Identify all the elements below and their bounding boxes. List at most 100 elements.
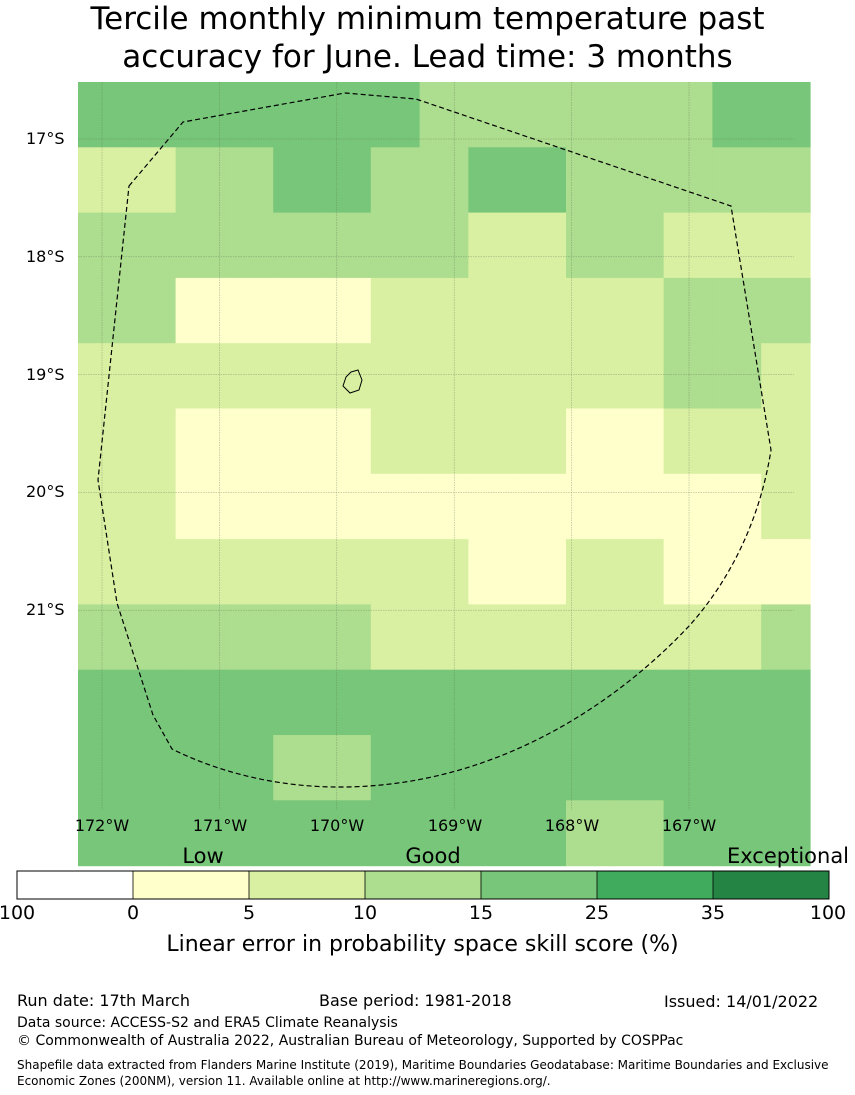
skill-cell <box>78 82 128 148</box>
skill-cell <box>663 800 713 867</box>
data-source: Data source: ACCESS-S2 and ERA5 Climate … <box>17 1015 398 1031</box>
colorbar-outline <box>16 870 830 900</box>
skill-cell <box>712 82 762 148</box>
skill-cell <box>468 604 518 671</box>
skill-cell <box>761 669 811 736</box>
skill-cell <box>322 800 372 867</box>
lat-label-18s: 18°S <box>26 247 65 266</box>
skill-cell <box>566 408 616 475</box>
tick-label: 100 <box>809 902 847 924</box>
skill-cell <box>712 800 762 867</box>
skill-cell <box>566 277 616 344</box>
skill-cell <box>78 473 128 540</box>
skill-cell <box>419 473 469 540</box>
skill-cell <box>566 735 616 801</box>
category-good: Good <box>405 844 461 868</box>
skill-cell <box>224 800 274 867</box>
copyright: © Commonwealth of Australia 2022, Austra… <box>17 1033 684 1049</box>
colorbar-segment <box>713 871 829 899</box>
skill-cell <box>126 212 177 279</box>
skill-cell <box>614 669 665 736</box>
skill-cell <box>78 408 128 475</box>
skill-cell <box>419 800 469 867</box>
skill-cell <box>175 147 225 214</box>
skill-cell <box>712 408 762 475</box>
colorbar-title: Linear error in probability space skill … <box>166 932 679 957</box>
skill-cell <box>370 735 421 801</box>
skill-cell <box>273 147 323 214</box>
skill-cell <box>761 212 811 279</box>
skill-cell <box>566 147 616 214</box>
skill-cell <box>126 669 177 736</box>
skill-cell <box>224 343 274 410</box>
skill-cell <box>419 539 469 605</box>
skill-cell <box>175 343 225 410</box>
skill-cell <box>419 735 469 801</box>
skill-cell <box>126 408 177 475</box>
chart-title: Tercile monthly minimum temperature past… <box>0 0 855 76</box>
skill-cell <box>712 604 762 671</box>
skill-map <box>16 82 830 900</box>
tick-label: 25 <box>584 902 610 924</box>
skill-cell <box>761 277 811 344</box>
skill-cell <box>614 735 665 801</box>
skill-cell <box>663 147 713 214</box>
skill-cell <box>322 212 372 279</box>
skill-cell <box>273 669 323 736</box>
skill-cell <box>126 604 177 671</box>
skill-cell <box>273 212 323 279</box>
skill-cell <box>614 147 665 214</box>
skill-cell <box>273 343 323 410</box>
skill-cell <box>370 82 421 148</box>
skill-cell <box>468 212 518 279</box>
skill-cell <box>566 343 616 410</box>
skill-grid <box>78 82 811 867</box>
skill-cell <box>126 539 177 605</box>
tick-label: 15 <box>468 902 494 924</box>
skill-cell <box>468 669 518 736</box>
skill-cell <box>517 539 567 605</box>
skill-cell <box>273 604 323 671</box>
skill-cell <box>566 800 616 867</box>
skill-cell <box>224 82 274 148</box>
skill-cell <box>712 147 762 214</box>
skill-cell <box>175 604 225 671</box>
skill-cell <box>78 735 128 801</box>
title-line-2: accuracy for June. Lead time: 3 months <box>122 39 733 75</box>
colorbar-segment <box>365 871 481 899</box>
skill-cell <box>126 82 177 148</box>
skill-cell <box>78 800 128 867</box>
skill-cell <box>614 604 665 671</box>
skill-cell <box>419 604 469 671</box>
skill-cell <box>517 669 567 736</box>
lon-label-170w: 170°W <box>309 816 365 835</box>
skill-cell <box>273 82 323 148</box>
skill-cell <box>614 82 665 148</box>
skill-cell <box>224 669 274 736</box>
skill-cell <box>517 82 567 148</box>
skill-cell <box>517 735 567 801</box>
skill-cell <box>468 277 518 344</box>
base-period: Base period: 1981-2018 <box>319 991 512 1010</box>
skill-cell <box>78 669 128 736</box>
skill-cell <box>370 147 421 214</box>
skill-cell <box>78 277 128 344</box>
skill-cell <box>663 473 713 540</box>
skill-cell <box>517 800 567 867</box>
skill-cell <box>614 277 665 344</box>
skill-cell <box>175 277 225 344</box>
category-low: Low <box>182 844 224 868</box>
colorbar-segment <box>17 871 133 899</box>
skill-cell <box>273 539 323 605</box>
skill-cell <box>370 800 421 867</box>
lon-label-169w: 169°W <box>427 816 483 835</box>
skill-cell <box>419 343 469 410</box>
skill-cell <box>175 82 225 148</box>
skill-cell <box>78 343 128 410</box>
skill-cell <box>322 277 372 344</box>
skill-cell <box>322 82 372 148</box>
skill-cell <box>370 343 421 410</box>
skill-cell <box>322 539 372 605</box>
skill-cell <box>663 212 713 279</box>
issued-date: Issued: 14/01/2022 <box>664 992 819 1011</box>
